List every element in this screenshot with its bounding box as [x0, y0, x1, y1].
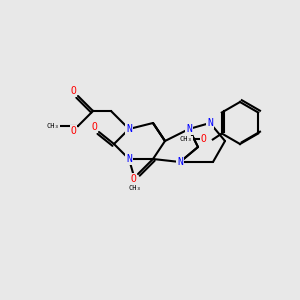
Text: N: N — [207, 118, 213, 128]
Text: O: O — [92, 122, 98, 133]
Text: N: N — [186, 124, 192, 134]
Text: N: N — [126, 124, 132, 134]
Text: O: O — [130, 173, 136, 184]
Text: CH₃: CH₃ — [179, 136, 192, 142]
Text: N: N — [126, 154, 132, 164]
Text: CH₃: CH₃ — [129, 184, 141, 190]
Text: N: N — [177, 157, 183, 167]
Text: O: O — [70, 125, 76, 136]
Text: O: O — [70, 86, 76, 97]
Text: CH₃: CH₃ — [46, 123, 59, 129]
Text: O: O — [201, 134, 207, 145]
